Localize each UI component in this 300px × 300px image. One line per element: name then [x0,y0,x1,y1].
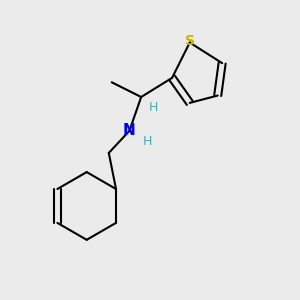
Text: H: H [142,135,152,148]
Text: S: S [185,34,195,48]
Text: N: N [123,123,136,138]
Text: H: H [148,101,158,114]
